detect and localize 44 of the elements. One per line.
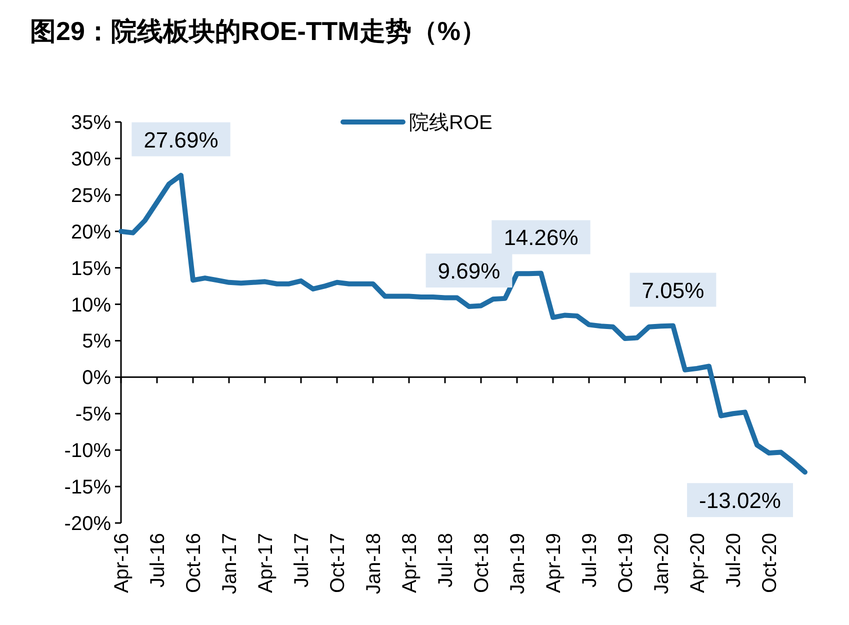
y-tick-label: 20% (70, 221, 112, 244)
y-tick-label: 10% (70, 294, 112, 316)
annotation: -13.02% (699, 488, 781, 514)
y-tick-label: -20% (64, 513, 112, 535)
x-tick-label: Jul-17 (291, 533, 313, 588)
legend-label: 院线ROE (409, 112, 492, 134)
y-tick-label: 15% (70, 258, 112, 280)
y-tick-label: 25% (70, 184, 112, 207)
y-tick-label: 5% (82, 330, 112, 353)
annotation: 9.69% (438, 258, 500, 284)
y-tick-label: -10% (64, 440, 112, 462)
x-tick-label: Oct-18 (471, 533, 493, 594)
legend: 院线ROE (340, 112, 492, 134)
x-tick-label: Jan-20 (651, 533, 673, 594)
x-tick-label: Jan-18 (363, 533, 385, 594)
x-tick-label: Apr-19 (543, 533, 565, 594)
annotation: -13.02% (687, 483, 793, 518)
x-tick-label: Jul-20 (723, 533, 745, 588)
annotation: 7.05% (630, 272, 716, 307)
annotation: 7.05% (642, 278, 704, 303)
x-tick-label: Jul-18 (435, 533, 457, 588)
annotation: 27.69% (132, 122, 230, 156)
x-tick-label: Jan-17 (219, 533, 241, 594)
x-tick-label: Oct-16 (183, 533, 205, 594)
x-tick-label: Oct-19 (615, 533, 637, 594)
x-tick-label: Oct-17 (327, 533, 349, 594)
y-tick-label: -5% (75, 404, 112, 426)
x-tick-label: Oct-20 (759, 533, 781, 594)
x-tick-label: Apr-17 (255, 533, 277, 594)
y-tick-label: 0% (82, 367, 112, 390)
annotation: 14.26% (504, 225, 578, 250)
y-tick-label: -15% (64, 476, 112, 499)
x-tick-label: Jan-19 (507, 533, 529, 594)
annotation: 27.69% (144, 127, 218, 152)
y-tick-label: 30% (70, 148, 112, 170)
x-tick-label: Jul-16 (147, 533, 169, 588)
chart-title: 图29：院线板块的ROE-TTM走势（%） (30, 16, 486, 46)
x-tick-label: Jul-19 (579, 533, 601, 588)
annotation: 14.26% (492, 220, 590, 254)
x-tick-label: Apr-20 (687, 533, 709, 594)
y-tick-label: 35% (70, 112, 112, 134)
x-tick-label: Apr-18 (399, 533, 421, 594)
annotation: 9.69% (426, 254, 512, 288)
x-tick-label: Apr-16 (111, 533, 133, 594)
